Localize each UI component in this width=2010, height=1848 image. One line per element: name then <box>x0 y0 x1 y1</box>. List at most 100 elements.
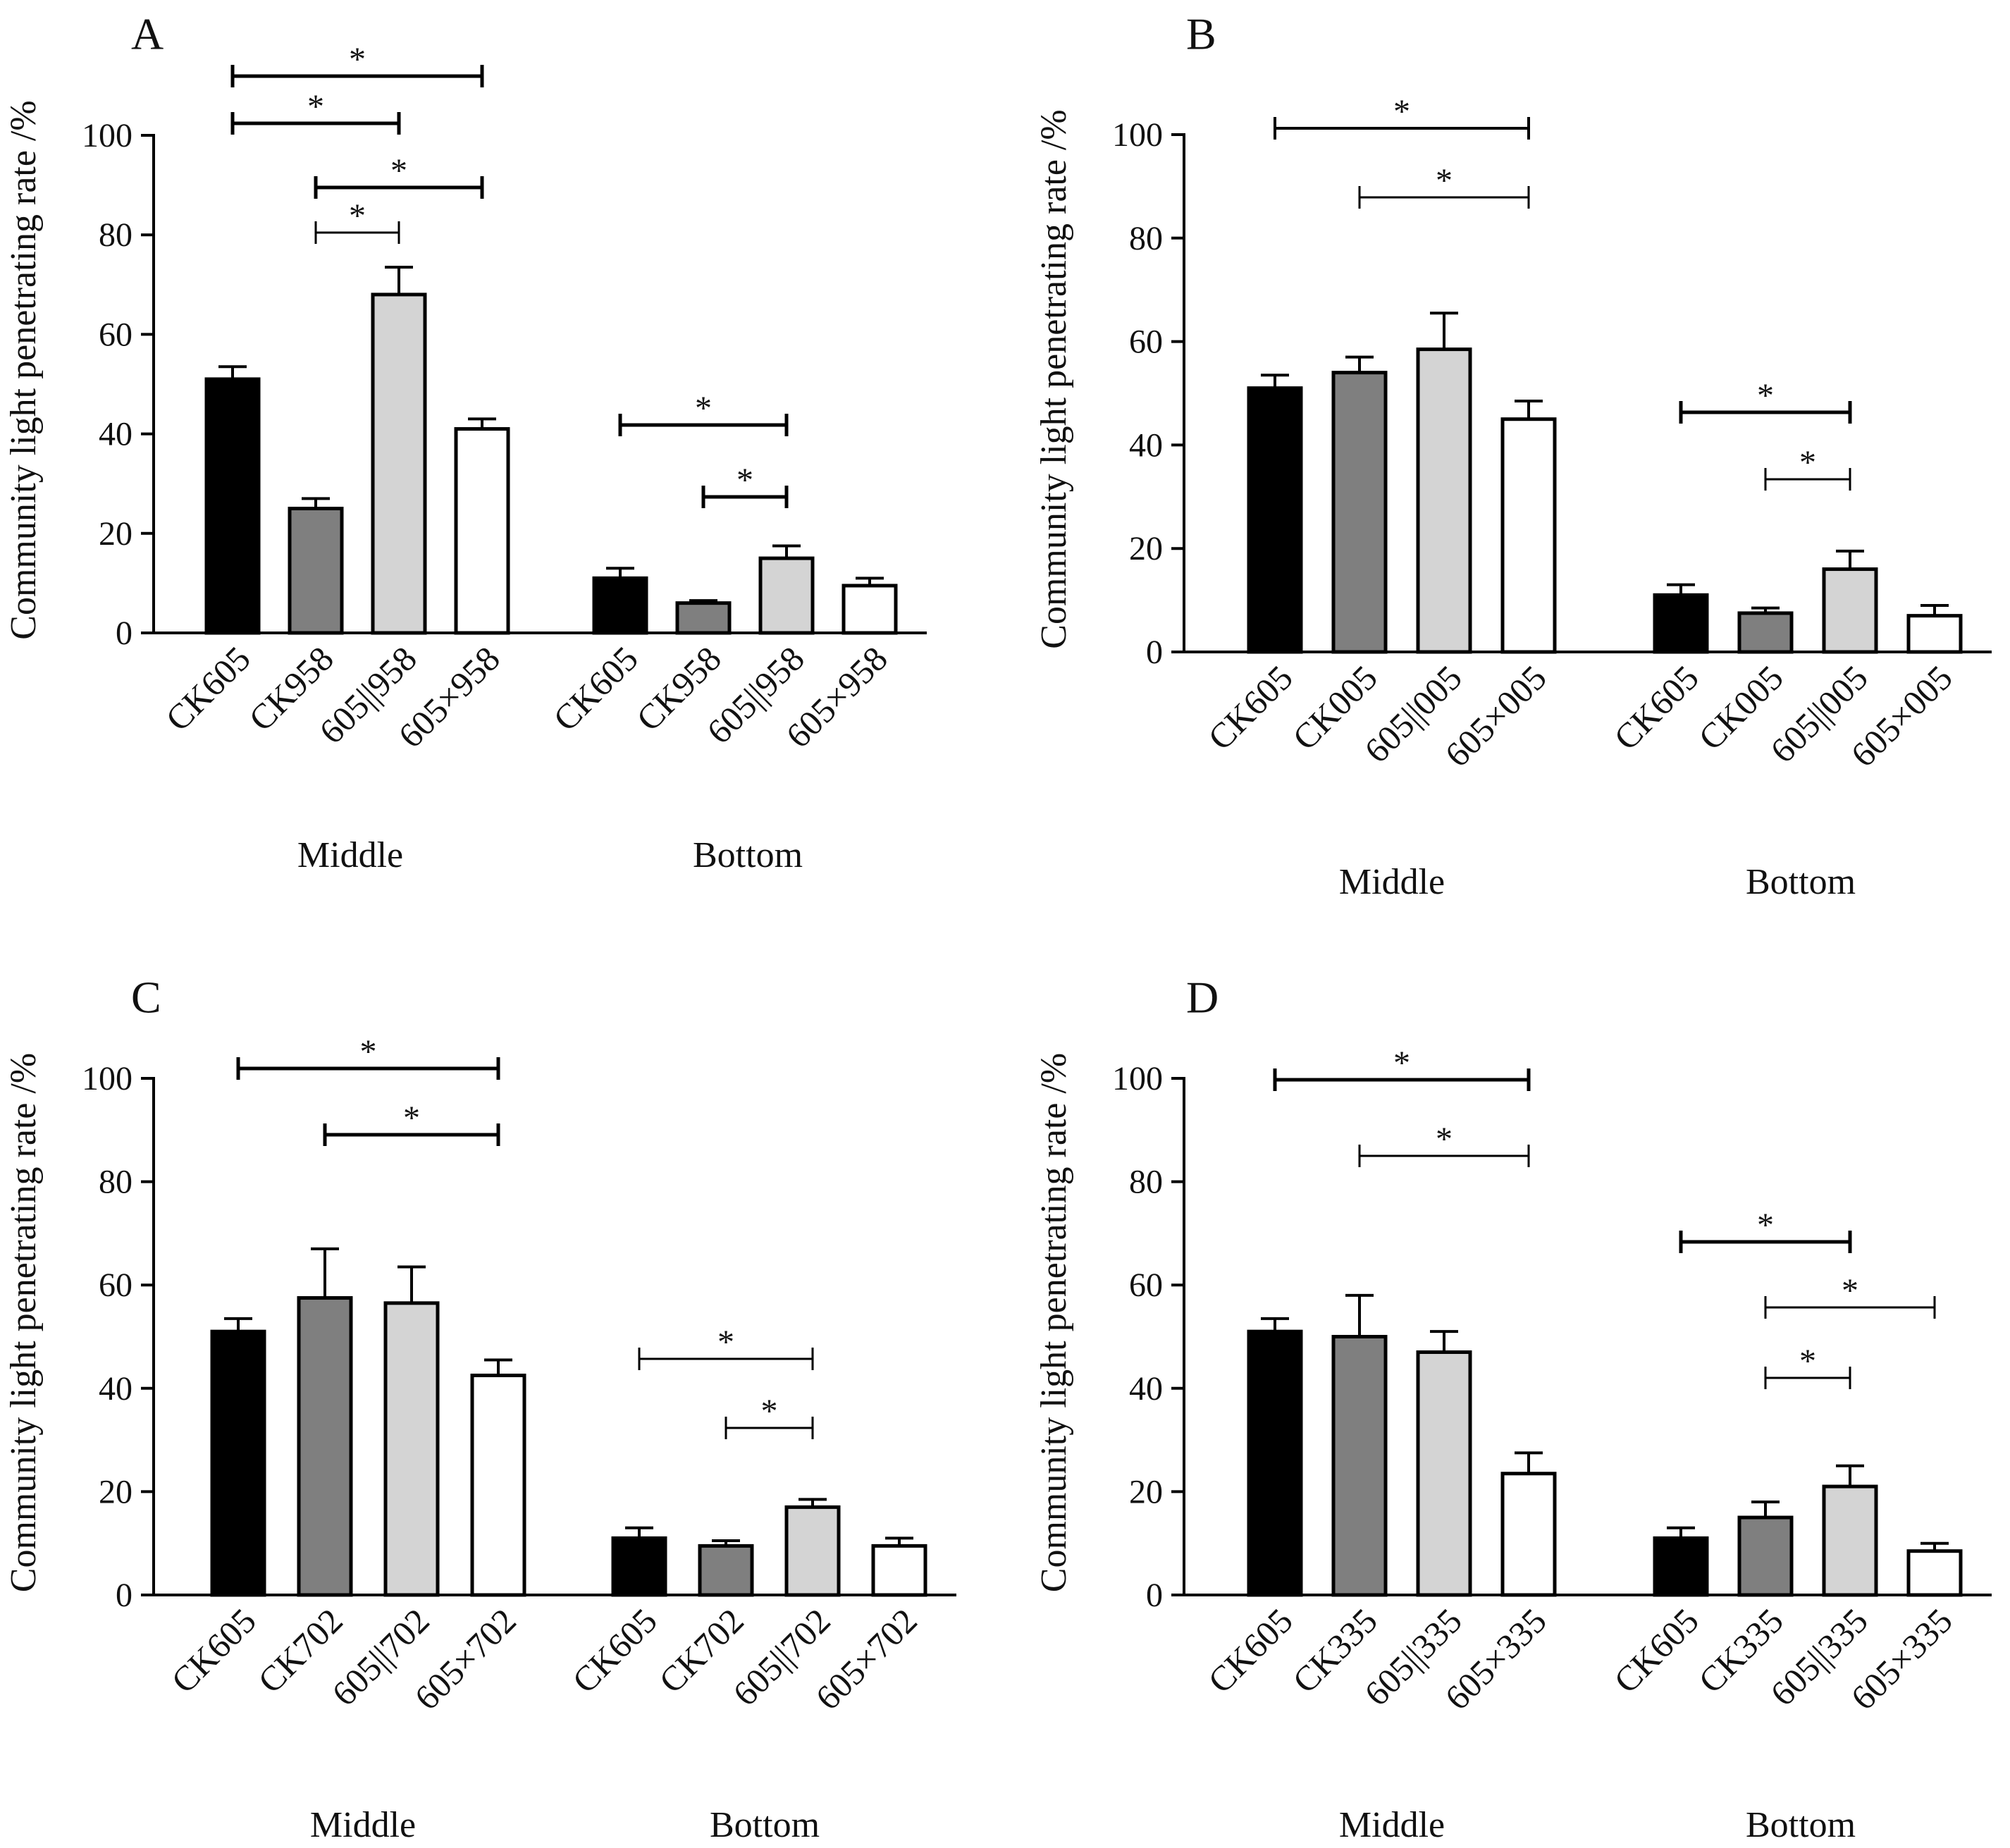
significance-star: * <box>1436 1121 1453 1158</box>
significance-bracket: * <box>1679 377 1852 424</box>
bar-middle-3 <box>1416 1350 1472 1597</box>
bar-bottom-1 <box>1653 593 1709 654</box>
bar-bottom-2 <box>698 1544 754 1597</box>
significance-star: * <box>717 1324 734 1361</box>
y-tick-label: 40 <box>1129 426 1163 464</box>
significance-bracket: * <box>1358 1121 1530 1167</box>
significance-star: * <box>349 41 366 78</box>
y-tick-label: 20 <box>1129 1473 1163 1510</box>
y-tick-label: 100 <box>82 117 132 154</box>
significance-star: * <box>1799 1343 1816 1380</box>
y-tick-label: 100 <box>82 1060 132 1097</box>
panel-b: B Community light penetrating rate /% 0 20 4… <box>1034 9 1992 902</box>
group-label-bottom: Bottom <box>1746 1805 1856 1845</box>
bar-bottom-1 <box>611 1536 667 1597</box>
significance-bracket: * <box>236 1033 500 1080</box>
bar-bottom-4 <box>841 584 898 635</box>
group-label-middle: Middle <box>310 1805 416 1845</box>
group-label-middle: Middle <box>1339 862 1445 902</box>
y-tick-label: 20 <box>1129 530 1163 567</box>
bar-middle-3 <box>383 1301 440 1597</box>
significance-bracket: * <box>230 88 401 135</box>
group-label-bottom: Bottom <box>710 1805 820 1845</box>
significance-star: * <box>403 1099 420 1137</box>
y-axis-label: Community light penetrating rate /% <box>1034 109 1074 648</box>
bar-middle-1 <box>1247 1329 1303 1597</box>
bar-bottom-4 <box>871 1544 927 1597</box>
x-tick-label: CK605 <box>1606 1601 1706 1701</box>
bar-bottom-4 <box>1906 1549 1963 1597</box>
y-axis-label: Community light penetrating rate /% <box>4 1053 44 1592</box>
x-tick-label: CK605 <box>164 1601 264 1701</box>
bar-middle-1 <box>210 1329 266 1597</box>
y-tick-label: 60 <box>99 1267 132 1304</box>
bar-bottom-2 <box>1737 611 1794 654</box>
significance-bracket: * <box>1273 1045 1531 1091</box>
y-tick-label: 20 <box>99 515 132 553</box>
significance-bracket: * <box>638 1324 814 1370</box>
y-tick-label: 0 <box>116 615 132 652</box>
y-tick-label: 0 <box>1146 634 1163 671</box>
x-tick-label: CK605 <box>158 639 258 739</box>
significance-star: * <box>1799 444 1816 481</box>
panel-a: A Community light penetrating rate /% 0 20 4… <box>4 9 927 875</box>
significance-bracket: * <box>1764 1343 1851 1389</box>
panel-d: D Community light penetrating rate /% 0 20 4… <box>1034 973 1992 1845</box>
y-tick-label: 60 <box>99 316 132 353</box>
group-label-bottom: Bottom <box>693 835 803 875</box>
bar-middle-3 <box>1416 347 1472 654</box>
y-tick-label: 0 <box>116 1577 132 1614</box>
significance-star: * <box>736 462 753 499</box>
bar-middle-4 <box>1500 417 1557 654</box>
significance-star: * <box>390 152 407 190</box>
y-tick-label: 40 <box>99 1370 132 1407</box>
panel-label: A <box>131 9 164 59</box>
significance-bracket: * <box>725 1393 814 1439</box>
bar-middle-4 <box>1500 1472 1557 1597</box>
y-tick-label: 40 <box>1129 1370 1163 1407</box>
x-tick-label: CK605 <box>1606 658 1706 758</box>
y-axis-label: Community light penetrating rate /% <box>1034 1053 1074 1592</box>
y-tick-label: 100 <box>1112 1060 1163 1097</box>
bar-bottom-3 <box>1822 1484 1878 1597</box>
y-tick-label: 80 <box>99 1164 132 1201</box>
significance-star: * <box>349 197 366 235</box>
significance-star: * <box>1757 1207 1774 1244</box>
panel-label: B <box>1186 9 1216 59</box>
panel-c: C Community light penetrating rate /% 0 20 4… <box>4 973 956 1845</box>
significance-star: * <box>1393 93 1410 130</box>
significance-bracket: * <box>701 462 789 508</box>
group-label-bottom: Bottom <box>1746 862 1856 902</box>
bar-middle-4 <box>470 1373 526 1597</box>
significance-star: * <box>360 1033 377 1071</box>
significance-bracket: * <box>230 41 484 87</box>
group-label-middle: Middle <box>297 835 403 875</box>
significance-star: * <box>307 88 324 125</box>
bar-middle-3 <box>371 292 427 635</box>
significance-bracket: * <box>314 197 400 244</box>
y-tick-label: 80 <box>99 216 132 254</box>
y-tick-label: 0 <box>1146 1577 1163 1614</box>
significance-bracket: * <box>1274 93 1530 140</box>
significance-bracket: * <box>1764 444 1851 491</box>
y-tick-label: 40 <box>99 416 132 453</box>
panel-label: D <box>1186 973 1219 1023</box>
group-label-middle: Middle <box>1339 1805 1445 1845</box>
x-tick-label: CK605 <box>565 1601 665 1701</box>
x-tick-label: CK605 <box>1200 658 1300 758</box>
significance-bracket: * <box>1358 162 1530 209</box>
bar-bottom-1 <box>1653 1536 1709 1597</box>
y-axis-label: Community light penetrating rate /% <box>4 100 44 639</box>
bar-bottom-1 <box>592 576 648 635</box>
significance-star: * <box>1436 162 1453 199</box>
bar-middle-2 <box>288 507 344 635</box>
y-tick-label: 80 <box>1129 1164 1163 1201</box>
bar-bottom-4 <box>1906 614 1963 654</box>
bar-middle-1 <box>204 377 261 635</box>
bar-middle-2 <box>1331 371 1388 654</box>
bar-bottom-2 <box>675 601 732 635</box>
bar-middle-1 <box>1247 386 1303 654</box>
significance-star: * <box>695 390 712 427</box>
significance-star: * <box>1842 1272 1858 1310</box>
